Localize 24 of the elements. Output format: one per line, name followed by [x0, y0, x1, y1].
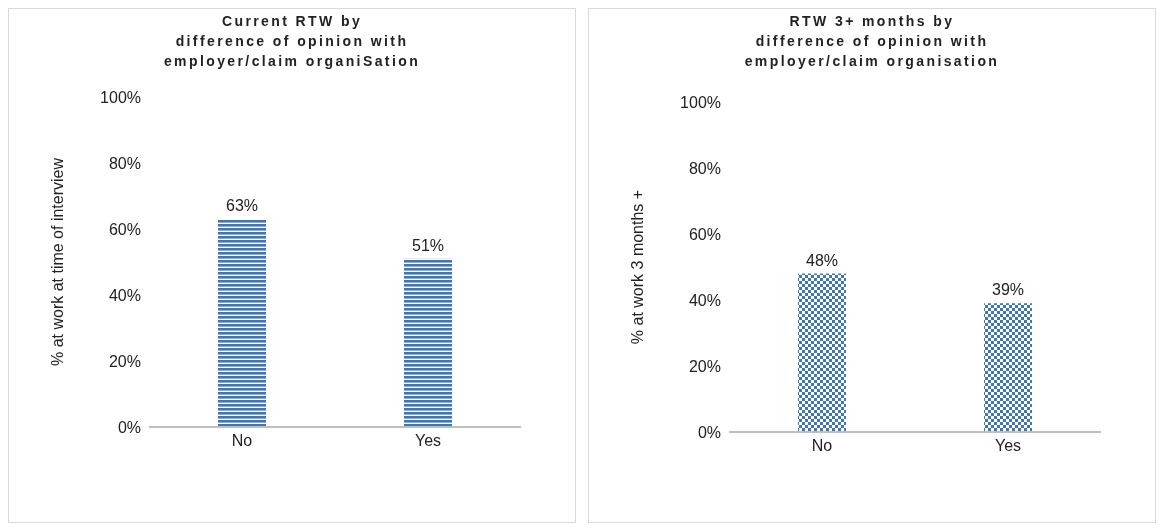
y-tick-label: 20% — [688, 357, 721, 375]
y-tick-label: 100% — [680, 93, 721, 111]
y-tick-label: 40% — [688, 291, 721, 309]
y-tick-label: 100% — [100, 88, 141, 106]
y-tick-label: 60% — [688, 225, 721, 243]
y-tick-label: 20% — [108, 352, 141, 370]
data-label: 48% — [805, 251, 839, 269]
y-tick-label: 60% — [108, 220, 141, 238]
y-axis-title: % at work at time of interview — [48, 157, 66, 367]
y-tick-label: 0% — [697, 423, 721, 441]
data-label: 51% — [411, 236, 445, 254]
x-tick-label: Yes — [414, 432, 442, 450]
chart-title: Current RTW by difference of opinion with employer/claim organiSation — [162, 12, 422, 71]
y-tick-label: 40% — [108, 286, 141, 304]
chart-title: RTW 3+ months by difference of opinion with employer/claim organisation — [743, 12, 1001, 71]
data-label: 39% — [991, 281, 1025, 299]
x-tick-label: No — [231, 432, 253, 450]
x-tick-label: No — [811, 437, 833, 455]
y-axis-title: % at work 3 months + — [628, 189, 646, 345]
x-tick-label: Yes — [994, 437, 1022, 455]
y-tick-label: 80% — [688, 159, 721, 177]
y-tick-label: 80% — [108, 154, 141, 172]
y-tick-label: 0% — [117, 418, 141, 436]
data-label: 63% — [225, 197, 259, 215]
